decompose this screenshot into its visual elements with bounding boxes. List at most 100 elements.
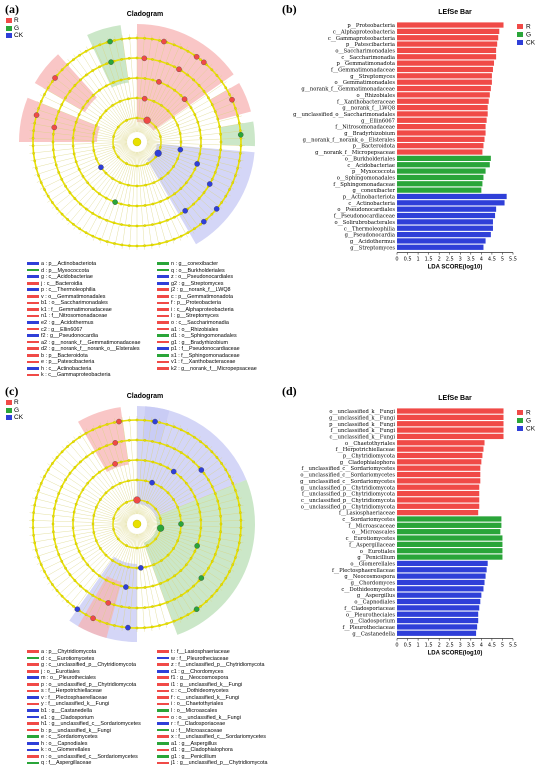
lefse-bar <box>397 174 484 181</box>
taxon-node <box>210 560 214 563</box>
taxon-node <box>99 498 102 501</box>
taxon-node <box>91 140 95 144</box>
lefse-bar-label: g__Bradyrhizobium <box>344 131 395 137</box>
biomarker-node <box>112 199 118 205</box>
taxon-node <box>32 129 35 132</box>
lefse-bar <box>397 459 482 465</box>
lefse-tick-label: 5.5 <box>509 257 517 263</box>
r-swatch <box>6 18 12 24</box>
legend-swatch <box>157 262 169 265</box>
taxon-node <box>112 221 116 225</box>
taxon-node <box>128 36 131 40</box>
legend-text: f : p__Proteobacteria <box>171 300 222 307</box>
taxon-node <box>39 563 43 567</box>
taxon-node <box>159 200 162 203</box>
taxon-node <box>127 459 131 462</box>
lefse-bar <box>397 598 481 605</box>
lefse-bar-label: g__Streptomyces <box>350 74 395 80</box>
lefse-bar-label: f__Sphingomonadaceae <box>333 182 395 188</box>
taxon-node <box>112 135 115 139</box>
legend-swatch <box>27 353 39 357</box>
taxon-node <box>159 517 162 521</box>
branch <box>99 40 134 133</box>
legend-text: a2 : g__norank_f__Gemmatimonadaceae <box>41 339 141 346</box>
legend-swatch <box>27 748 39 752</box>
taxon-node <box>143 626 146 630</box>
lefse-bar <box>397 465 481 471</box>
branch <box>121 151 136 249</box>
taxon-node <box>135 224 139 228</box>
lefse-bar <box>397 490 480 497</box>
taxon-node <box>127 224 131 227</box>
cladogram-c-title: Cladogram <box>126 393 164 400</box>
taxon-node <box>219 148 222 152</box>
legend-item: b : p__unclassified_k__Fungi <box>27 728 111 735</box>
legend-item: g : c__unclassified_p__Chytridiomycota <box>27 662 136 669</box>
taxon-node <box>39 181 43 185</box>
legend-text: d2 : g__norank_f__norank_o__Elsterales <box>41 346 140 353</box>
branch <box>145 469 231 520</box>
taxon-node <box>135 116 139 120</box>
branch <box>47 81 129 137</box>
legend-text: e2 : g__Acidothermus <box>41 319 94 326</box>
lefse-tick-label: 4.5 <box>488 643 496 649</box>
taxon-node <box>120 37 124 41</box>
legend-item: f : p__Proteobacteria <box>157 300 221 307</box>
legend-item: k1 : f__Gemmatimonadaceae <box>27 307 112 314</box>
legend-swatch <box>157 650 169 653</box>
legend-swatch <box>27 709 39 712</box>
taxon-node <box>120 58 123 61</box>
legend-text: c1 : g__Chordomyces <box>171 668 224 675</box>
taxon-node <box>159 145 162 149</box>
branch <box>138 533 153 631</box>
branch <box>141 532 188 620</box>
taxon-node <box>116 537 120 541</box>
taxon-node <box>43 188 46 191</box>
legend-swatch <box>157 314 169 318</box>
legend-text: c : p__Gemmatimonadota <box>171 293 234 300</box>
taxon-node <box>199 518 203 522</box>
legend-swatch <box>27 715 39 719</box>
lefse-bar-label: g__unclassified_c__Sordariomycetes <box>300 479 395 485</box>
taxon-node <box>193 549 197 553</box>
branch <box>29 512 128 524</box>
taxon-node <box>118 99 122 103</box>
biomarker-node <box>51 124 58 131</box>
taxon-node <box>215 589 219 592</box>
lefse-bar-label: f__unclassified_p__Chytridiomycota <box>302 492 395 498</box>
branch <box>146 142 245 146</box>
taxon-node <box>218 507 221 510</box>
taxon-node <box>135 76 139 80</box>
taxon-node <box>218 538 221 541</box>
branch <box>121 417 136 515</box>
taxon-node <box>193 435 196 439</box>
branch <box>36 145 128 183</box>
taxon-node <box>52 514 55 518</box>
lefse-bar-label: p__Bacteroidota <box>353 144 395 150</box>
legend-item: q : o__Burkholderiales <box>157 268 225 275</box>
taxon-node <box>237 541 241 545</box>
taxon-node <box>105 622 109 625</box>
legend-item: n : o__unclassified_c__Sordariomycetes <box>27 754 138 761</box>
lefse-bar <box>397 238 486 244</box>
taxon-node <box>33 503 37 507</box>
taxon-node <box>224 468 228 472</box>
branch <box>43 146 129 197</box>
legend-item: v : f__Plectosphaerellaceae <box>27 695 107 702</box>
lefse-bar <box>397 85 491 92</box>
lefse-bar-label: g__unclassified_o__Saccharimonadales <box>293 112 395 118</box>
branch <box>142 531 201 612</box>
branch <box>146 108 240 140</box>
taxon-node <box>199 58 202 62</box>
taxon-node <box>135 566 139 570</box>
taxon-node <box>213 552 217 556</box>
taxon-node <box>234 489 237 492</box>
branch <box>99 422 134 515</box>
taxon-node <box>213 170 217 174</box>
taxon-node <box>172 116 175 119</box>
lefse-bar-label: f__Xanthobacteraceae <box>337 99 395 105</box>
lefse-bar <box>397 503 480 509</box>
legend-text: g2 : g__Streptomyces <box>171 280 224 287</box>
taxon-node <box>31 518 35 522</box>
taxon-node <box>135 36 139 40</box>
